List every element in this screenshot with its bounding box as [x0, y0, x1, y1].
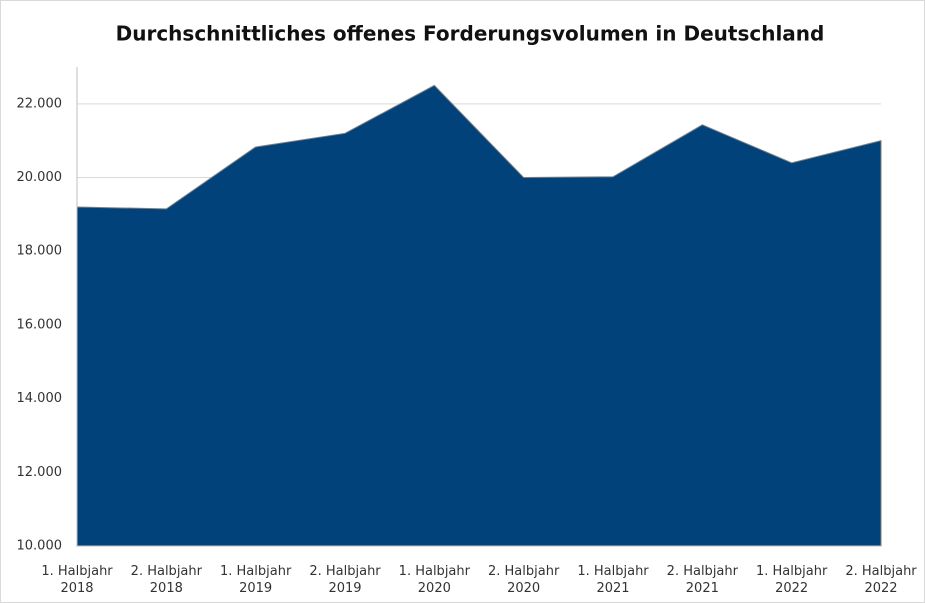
x-tick-label: 1. Halbjahr 2018: [41, 564, 113, 596]
y-tick-label: 18.000: [17, 244, 63, 259]
x-tick-label: 2. Halbjahr 2018: [130, 564, 202, 596]
x-tick-label: 2. Halbjahr 2019: [309, 564, 381, 596]
x-tick-label: 1. Halbjahr 2020: [398, 564, 470, 596]
y-tick-label: 14.000: [17, 391, 63, 406]
x-tick-label: 2. Halbjahr 2020: [488, 564, 560, 596]
y-tick-label: 22.000: [17, 96, 63, 111]
area: [76, 84, 882, 547]
x-tick-label: 1. Halbjahr 2019: [220, 564, 292, 596]
y-tick-label: 20.000: [17, 170, 63, 185]
chart-title: Durchschnittliches offenes Forderungsvol…: [116, 22, 825, 46]
y-tick-label: 10.000: [17, 539, 63, 554]
x-tick-label: 2. Halbjahr 2021: [666, 564, 738, 596]
x-tick-label: 1. Halbjahr 2021: [577, 564, 649, 596]
y-tick-label: 16.000: [17, 317, 63, 332]
x-tick-label: 1. Halbjahr 2022: [756, 564, 828, 596]
x-tick-label: 2. Halbjahr 2022: [845, 564, 917, 596]
y-tick-label: 12.000: [17, 465, 63, 480]
